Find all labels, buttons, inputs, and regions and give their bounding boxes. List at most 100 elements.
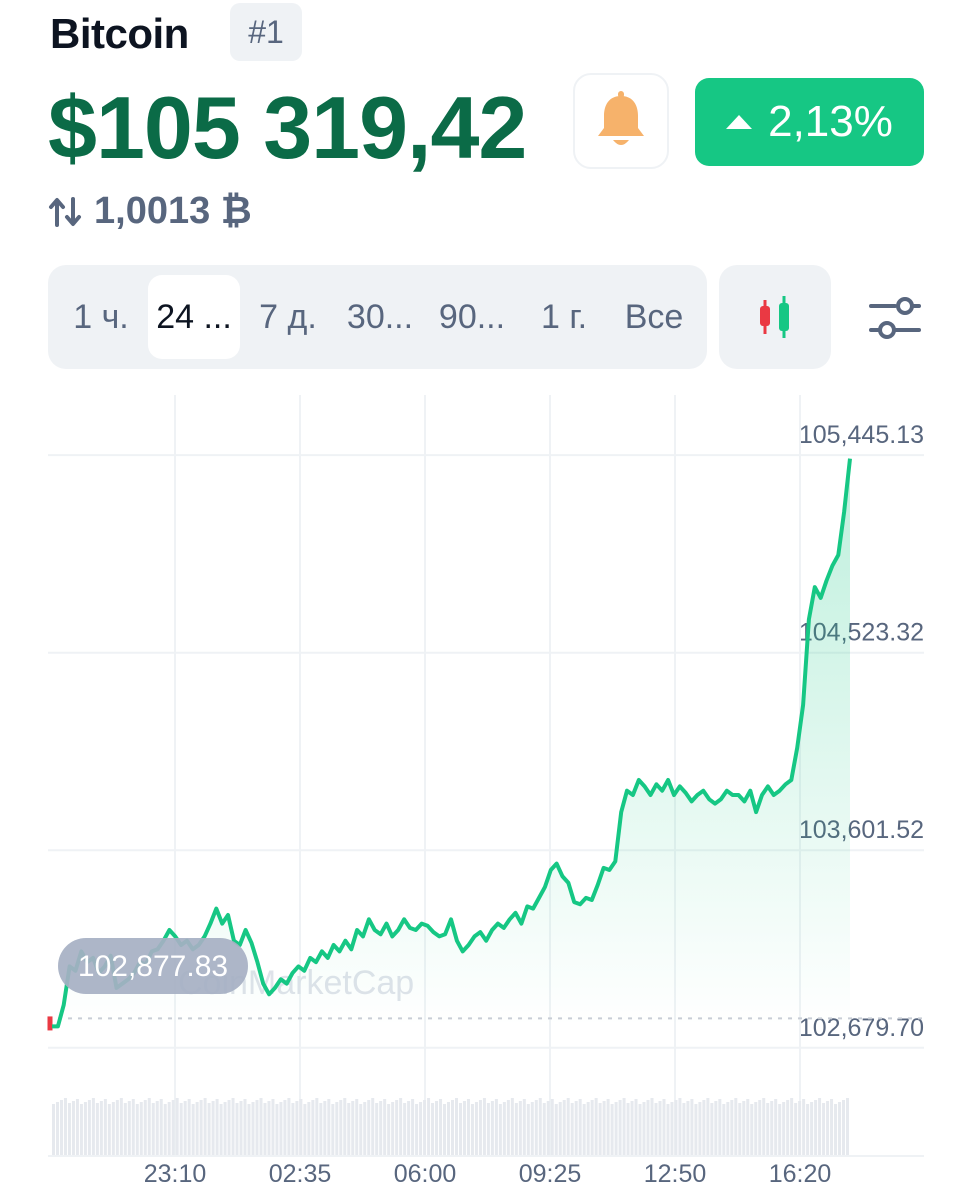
volume-bar bbox=[810, 1102, 814, 1156]
volume-bar bbox=[279, 1102, 283, 1156]
volume-bar bbox=[682, 1103, 686, 1156]
volume-bar bbox=[87, 1100, 91, 1156]
volume-bar bbox=[766, 1103, 770, 1156]
volume-bar bbox=[183, 1101, 187, 1156]
chart-settings-button[interactable] bbox=[862, 288, 928, 348]
volume-bar bbox=[215, 1099, 219, 1156]
sliders-icon bbox=[869, 297, 921, 339]
tab-90d[interactable]: 90... bbox=[438, 297, 506, 336]
volume-bar bbox=[211, 1101, 215, 1156]
volume-bar bbox=[147, 1098, 151, 1156]
volume-bar bbox=[403, 1103, 407, 1156]
volume-bar bbox=[670, 1102, 674, 1156]
volume-bar bbox=[327, 1099, 331, 1156]
volume-bar bbox=[355, 1099, 359, 1156]
volume-bar bbox=[423, 1100, 427, 1156]
volume-bar bbox=[514, 1103, 518, 1156]
volume-bar bbox=[311, 1100, 315, 1156]
volume-bar bbox=[199, 1100, 203, 1156]
volume-bar bbox=[415, 1104, 419, 1156]
tab-24h[interactable]: 24 ... bbox=[148, 275, 240, 359]
volume-bar bbox=[391, 1102, 395, 1156]
volume-bar bbox=[171, 1100, 175, 1156]
price-chart[interactable]: 105,445.13104,523.32103,601.52102,679.70… bbox=[0, 390, 973, 1200]
volume-bar bbox=[427, 1098, 431, 1156]
volume-bar bbox=[530, 1102, 534, 1156]
volume-bar bbox=[52, 1104, 55, 1156]
coin-name: Bitcoin bbox=[50, 10, 189, 57]
volume-bar bbox=[534, 1100, 538, 1156]
volume-bar bbox=[734, 1098, 738, 1156]
volume-bar bbox=[59, 1100, 63, 1156]
volume-bar bbox=[650, 1098, 654, 1156]
volume-bar bbox=[179, 1103, 183, 1156]
volume-bar bbox=[175, 1098, 179, 1156]
volume-bar bbox=[834, 1104, 838, 1156]
volume-bar bbox=[506, 1100, 510, 1156]
volume-bar bbox=[454, 1098, 458, 1156]
volume-bar bbox=[502, 1102, 506, 1156]
volume-bar bbox=[774, 1099, 778, 1156]
tab-all[interactable]: Все bbox=[624, 297, 684, 336]
volume-bar bbox=[638, 1104, 642, 1156]
volume-bar bbox=[806, 1104, 810, 1156]
volume-bar bbox=[778, 1104, 782, 1156]
volume-bar bbox=[399, 1098, 403, 1156]
volume-bar bbox=[131, 1099, 135, 1156]
volume-bar bbox=[167, 1102, 171, 1156]
volume-bar bbox=[642, 1102, 646, 1156]
volume-bar bbox=[690, 1099, 694, 1156]
volume-bar bbox=[618, 1100, 622, 1156]
x-tick-label: 16:20 bbox=[769, 1160, 832, 1188]
btc-amount: 1,0013 ₿ bbox=[94, 190, 252, 232]
volume-bar bbox=[163, 1104, 167, 1156]
volume-bar bbox=[331, 1104, 335, 1156]
volume-bar bbox=[842, 1100, 846, 1156]
volume-bar bbox=[582, 1104, 586, 1156]
tab-1y[interactable]: 1 г. bbox=[540, 297, 588, 336]
volume-bar bbox=[267, 1101, 271, 1156]
volume-bar bbox=[826, 1101, 830, 1156]
candlestick-toggle-button[interactable] bbox=[719, 265, 831, 369]
volume-bar bbox=[630, 1101, 634, 1156]
volume-bar bbox=[451, 1100, 454, 1156]
volume-bar bbox=[335, 1102, 339, 1156]
rank-badge: #1 bbox=[230, 3, 302, 61]
volume-bar bbox=[303, 1104, 307, 1156]
volume-bar bbox=[323, 1101, 327, 1156]
volume-bar bbox=[151, 1103, 155, 1156]
volume-bar bbox=[570, 1103, 574, 1156]
timeframe-tabs: 1 ч. 24 ... 7 д. 30... 90... 1 г. Все bbox=[48, 265, 707, 369]
price-alert-button[interactable] bbox=[573, 73, 669, 169]
volume-bar bbox=[498, 1104, 502, 1156]
volume-bar bbox=[666, 1104, 670, 1156]
volume-bar bbox=[462, 1101, 466, 1156]
volume-bar bbox=[375, 1103, 379, 1156]
volume-bar bbox=[195, 1102, 199, 1156]
volume-bar bbox=[347, 1103, 351, 1156]
tab-7d[interactable]: 7 д. bbox=[259, 297, 317, 336]
volume-bar bbox=[558, 1102, 562, 1156]
volume-bar bbox=[658, 1101, 662, 1156]
price-area bbox=[52, 458, 850, 1027]
volume-bar bbox=[710, 1103, 714, 1156]
volume-bar bbox=[626, 1103, 630, 1156]
volume-bar bbox=[91, 1098, 95, 1156]
volume-bar bbox=[586, 1102, 590, 1156]
volume-bar bbox=[822, 1103, 826, 1156]
volume-bar bbox=[770, 1101, 774, 1156]
volume-bar bbox=[798, 1101, 802, 1156]
volume-bar bbox=[554, 1104, 558, 1156]
volume-bar bbox=[287, 1098, 291, 1156]
volume-bar bbox=[383, 1099, 387, 1156]
volume-bar bbox=[494, 1099, 498, 1156]
btc-conversion[interactable]: 1,0013 ₿ bbox=[48, 190, 252, 233]
volume-bar bbox=[698, 1102, 702, 1156]
tab-1h[interactable]: 1 ч. bbox=[73, 297, 129, 336]
volume-bar bbox=[351, 1101, 355, 1156]
volume-bar bbox=[439, 1099, 443, 1156]
volume-bar bbox=[235, 1103, 239, 1156]
volume-bar bbox=[283, 1100, 287, 1156]
volume-bar bbox=[598, 1103, 602, 1156]
tab-30d[interactable]: 30... bbox=[346, 297, 414, 336]
